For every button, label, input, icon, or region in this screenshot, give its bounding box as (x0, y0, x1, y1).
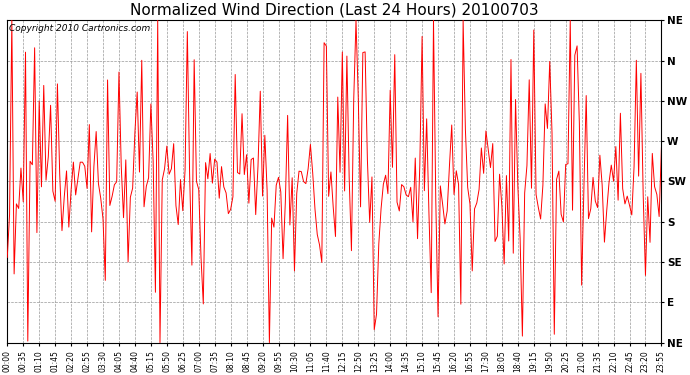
Title: Normalized Wind Direction (Last 24 Hours) 20100703: Normalized Wind Direction (Last 24 Hours… (130, 3, 539, 18)
Text: Copyright 2010 Cartronics.com: Copyright 2010 Cartronics.com (8, 24, 150, 33)
